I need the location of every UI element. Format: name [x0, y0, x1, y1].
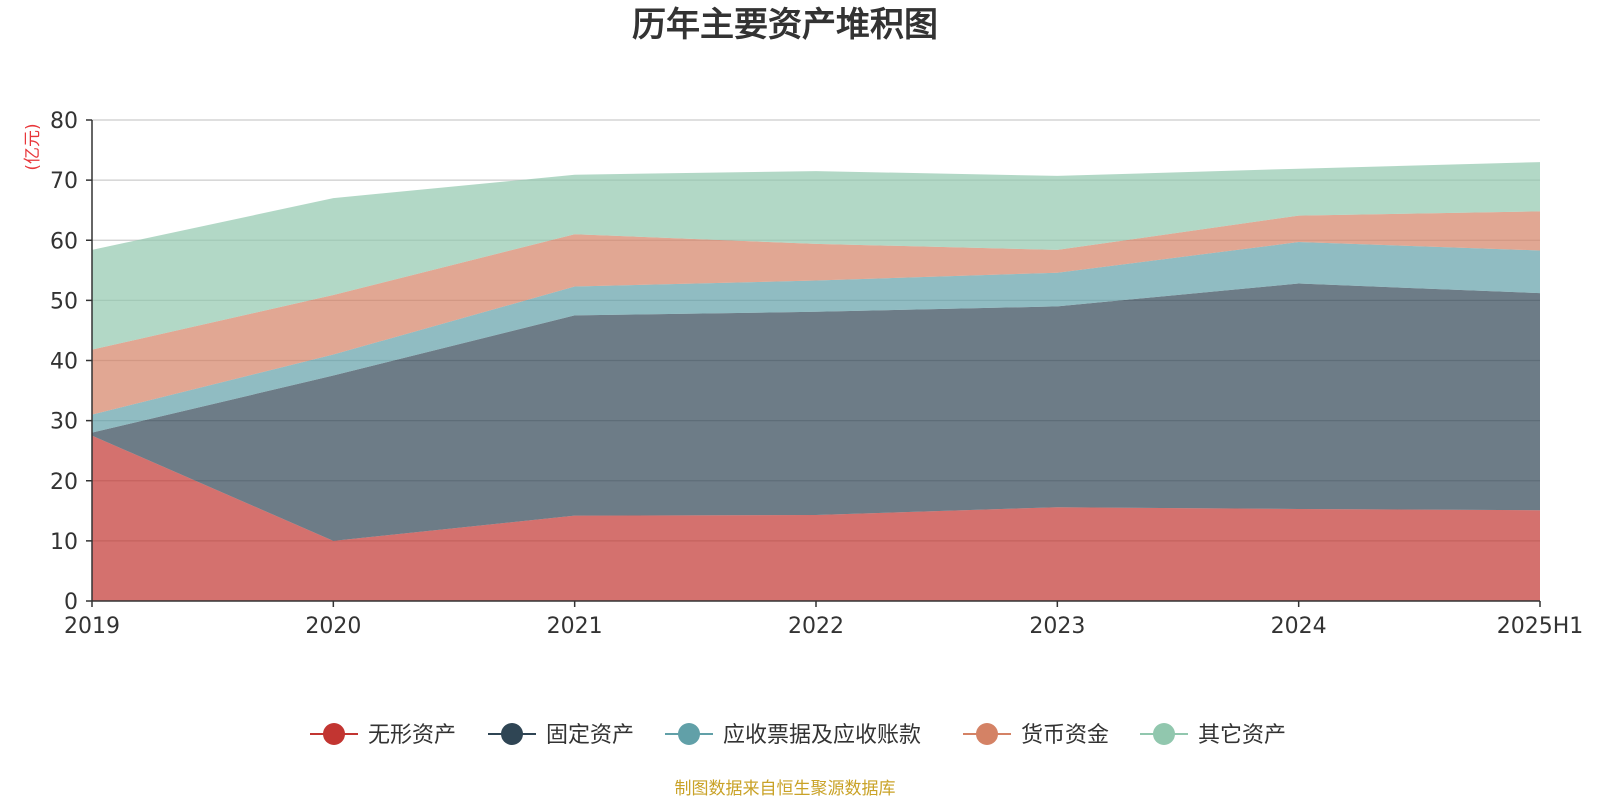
y-tick-label: 80: [50, 109, 78, 134]
x-tick-label: 2024: [1271, 614, 1327, 639]
y-tick-label: 0: [64, 590, 78, 615]
x-tick-label: 2019: [64, 614, 120, 639]
legend-item-3[interactable]: 应收票据及应收账款: [665, 723, 921, 748]
axes: 0 10 20 30 40 50 60 70 80 2019 2020 2021 2022 2023 202…: [50, 109, 1583, 639]
area-4[interactable]: [92, 211, 1540, 415]
area-1[interactable]: [92, 435, 1540, 601]
y-axis-unit-label: (亿元): [23, 123, 43, 170]
x-tick-label: 2021: [547, 614, 603, 639]
legend-label: 货币资金: [1021, 723, 1109, 748]
legend-label: 无形资产: [368, 723, 456, 748]
legend-label: 其它资产: [1198, 723, 1286, 748]
y-tick-label: 40: [50, 350, 78, 375]
source-note: 制图数据来自恒生聚源数据库: [675, 779, 896, 799]
legend-label: 应收票据及应收账款: [723, 723, 921, 748]
legend-item-5[interactable]: 其它资产: [1140, 723, 1286, 748]
y-tick-label: 10: [50, 530, 78, 555]
x-tick-label: 2020: [305, 614, 361, 639]
legend-item-2[interactable]: 固定资产: [488, 723, 634, 748]
legend-marker: [1153, 723, 1175, 745]
legend-marker: [501, 723, 523, 745]
y-tick-label: 30: [50, 410, 78, 435]
legend-marker: [678, 723, 700, 745]
y-tick-label: 70: [50, 169, 78, 194]
area-2[interactable]: [92, 283, 1540, 541]
area-5[interactable]: [92, 162, 1540, 350]
legend[interactable]: 无形资产 固定资产 应收票据及应收账款 货币资金 其它资产: [310, 723, 1286, 748]
chart-title: 历年主要资产堆积图: [632, 5, 938, 45]
legend-item-1[interactable]: 无形资产: [310, 723, 456, 748]
y-tick-label: 60: [50, 229, 78, 254]
area-series-group: [92, 162, 1540, 601]
legend-item-4[interactable]: 货币资金: [963, 723, 1109, 748]
legend-label: 固定资产: [546, 723, 634, 748]
x-tick-label: 2022: [788, 614, 844, 639]
legend-marker: [323, 723, 345, 745]
legend-marker: [976, 723, 998, 745]
x-tick-label: 2023: [1029, 614, 1085, 639]
y-tick-label: 20: [50, 470, 78, 495]
y-tick-label: 50: [50, 289, 78, 314]
x-tick-label: 2025H1: [1497, 614, 1584, 639]
area-3[interactable]: [92, 242, 1540, 433]
